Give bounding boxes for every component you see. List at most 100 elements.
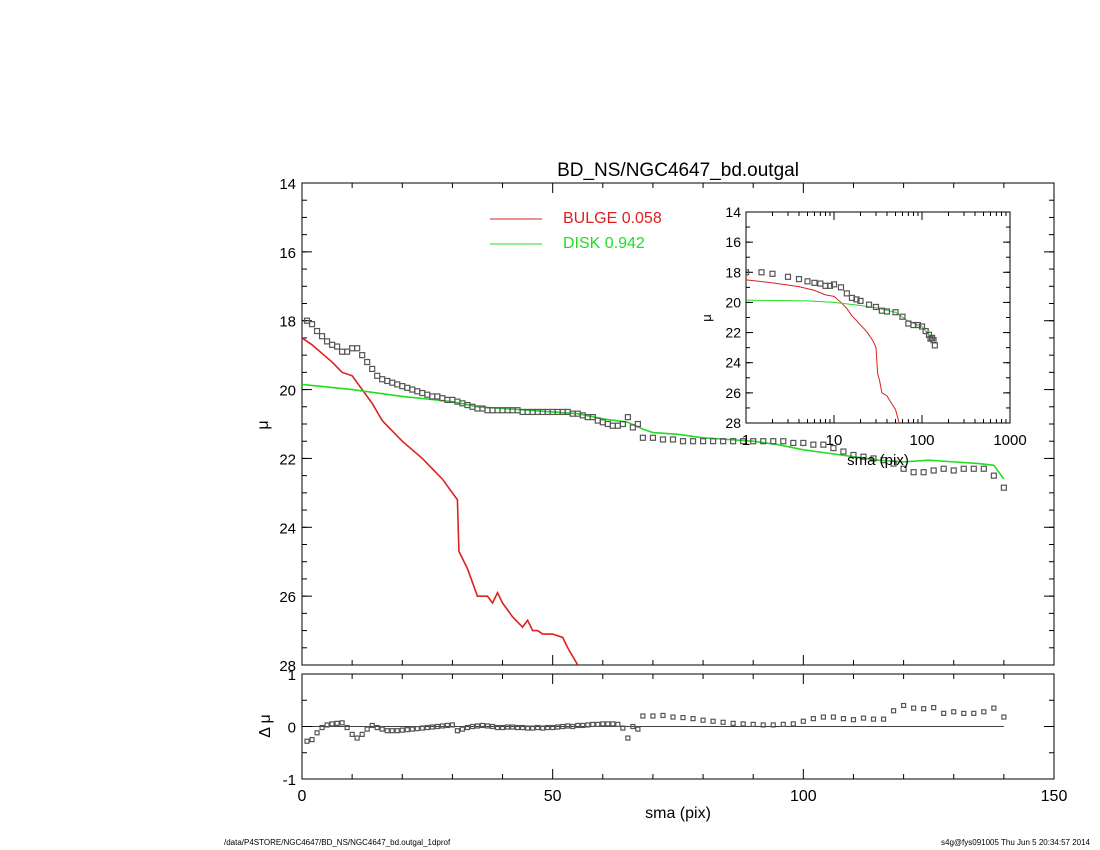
residual-marker xyxy=(314,730,320,736)
residual-marker xyxy=(535,724,541,731)
residual-marker xyxy=(514,724,521,731)
residual-marker xyxy=(565,723,571,729)
observed-profile-marker xyxy=(374,372,381,379)
footer-file-path: /data/P4STORE/NGC4647/BD_NS/NGC4647_bd.o… xyxy=(224,838,451,847)
residual-marker xyxy=(464,724,471,731)
residual-marker xyxy=(524,725,531,731)
observed-profile-marker xyxy=(419,389,426,397)
residual-marker xyxy=(454,728,461,734)
x-tick-label: 0 xyxy=(298,788,307,805)
residual-marker xyxy=(961,710,967,716)
residual-marker xyxy=(474,723,481,729)
residual-marker xyxy=(419,725,425,731)
inset-plot-frame xyxy=(745,211,1011,424)
observed-profile-marker xyxy=(950,467,957,474)
residual-marker xyxy=(710,718,716,724)
observed-profile-marker xyxy=(659,436,667,443)
residual-marker xyxy=(334,720,340,726)
inset-bulge-line xyxy=(746,279,900,423)
observed-profile-marker xyxy=(830,445,837,452)
observed-profile-marker xyxy=(750,438,757,445)
residual-marker xyxy=(670,714,676,720)
main-y-tick-label: 24 xyxy=(279,520,296,537)
observed-profile-marker xyxy=(639,434,647,441)
residual-marker xyxy=(635,726,641,732)
observed-profile-marker xyxy=(303,317,311,324)
residual-marker xyxy=(409,726,415,732)
main-y-axis: 14 16 18 20 22 24 26 28 xyxy=(279,176,1055,675)
inset-observed-marker xyxy=(857,297,864,305)
inset-observed-marker xyxy=(746,269,750,276)
residual-axes: 10-10 50 100 150 xyxy=(283,667,1068,805)
residual-marker xyxy=(585,722,591,728)
residual-marker xyxy=(590,721,596,728)
residual-y-tick-label: 0 xyxy=(288,720,296,737)
observed-profile-marker xyxy=(850,451,857,459)
inset-observed-marker xyxy=(931,342,938,349)
observed-profile-marker xyxy=(484,407,491,414)
residual-marker xyxy=(479,722,486,729)
main-y-tick-label: 26 xyxy=(279,589,296,606)
residual-marker xyxy=(429,724,435,730)
residual-marker xyxy=(509,724,516,730)
residual-marker xyxy=(404,727,410,733)
residual-marker xyxy=(324,722,330,728)
inset-observed-marker xyxy=(914,321,922,329)
observed-profile-marker xyxy=(840,448,847,455)
observed-profile-marker xyxy=(649,434,657,441)
observed-profile-marker xyxy=(364,358,371,366)
residual-y-tick-label: -1 xyxy=(283,772,296,789)
residual-marker xyxy=(519,724,526,731)
observed-profile-marker xyxy=(604,420,611,428)
observed-profile-marker xyxy=(624,414,631,421)
residual-marker xyxy=(359,731,365,737)
observed-profile-marker xyxy=(860,453,867,460)
inset-x-tick-label: 1000 xyxy=(993,432,1026,449)
residual-marker xyxy=(439,723,445,729)
inset-observed-marker xyxy=(843,290,850,297)
residual-marker xyxy=(981,709,987,715)
residual-marker xyxy=(931,704,937,711)
observed-profile-marker xyxy=(780,438,787,445)
main-series-group xyxy=(302,317,1007,665)
observed-profile-marker xyxy=(699,438,707,445)
observed-profile-marker xyxy=(599,419,606,426)
residual-marker xyxy=(700,717,706,723)
residual-marker xyxy=(364,726,370,732)
residual-marker xyxy=(1001,714,1007,720)
residual-marker xyxy=(810,716,816,722)
residual-marker xyxy=(354,735,360,741)
x-axis-label: sma (pix) xyxy=(645,805,711,822)
residual-marker xyxy=(545,724,551,731)
residual-marker xyxy=(484,723,491,729)
observed-profile-marker xyxy=(960,465,967,472)
inset-observed-marker xyxy=(883,308,891,315)
inset-observed-marker xyxy=(811,279,818,286)
residual-marker xyxy=(424,724,430,731)
inset-observed-marker xyxy=(837,284,845,291)
observed-profile-marker xyxy=(333,343,341,350)
residual-marker xyxy=(379,726,385,732)
observed-profile-marker xyxy=(629,424,636,431)
residual-marker xyxy=(820,714,826,720)
inset-observed-marker xyxy=(872,303,880,311)
legend-disk-label: DISK 0.942 xyxy=(563,235,645,252)
observed-profile-marker xyxy=(313,327,321,335)
observed-profile-marker xyxy=(389,379,396,386)
observed-profile-marker xyxy=(328,341,336,348)
residual-marker xyxy=(550,724,556,731)
inset-x-tick-label: 10 xyxy=(826,432,843,449)
inset-observed-marker xyxy=(922,327,929,335)
residual-marker xyxy=(414,725,420,732)
inset-observed-marker xyxy=(795,275,803,283)
residual-marker xyxy=(369,722,375,729)
residual-marker xyxy=(555,724,561,730)
observed-profile-marker xyxy=(384,377,391,385)
residual-marker xyxy=(620,725,626,731)
observed-profile-marker xyxy=(900,465,907,472)
residual-marker xyxy=(800,718,806,724)
residual-y-tick-label: 1 xyxy=(288,667,296,684)
observed-profile-marker xyxy=(740,438,747,445)
residual-marker xyxy=(860,715,867,721)
